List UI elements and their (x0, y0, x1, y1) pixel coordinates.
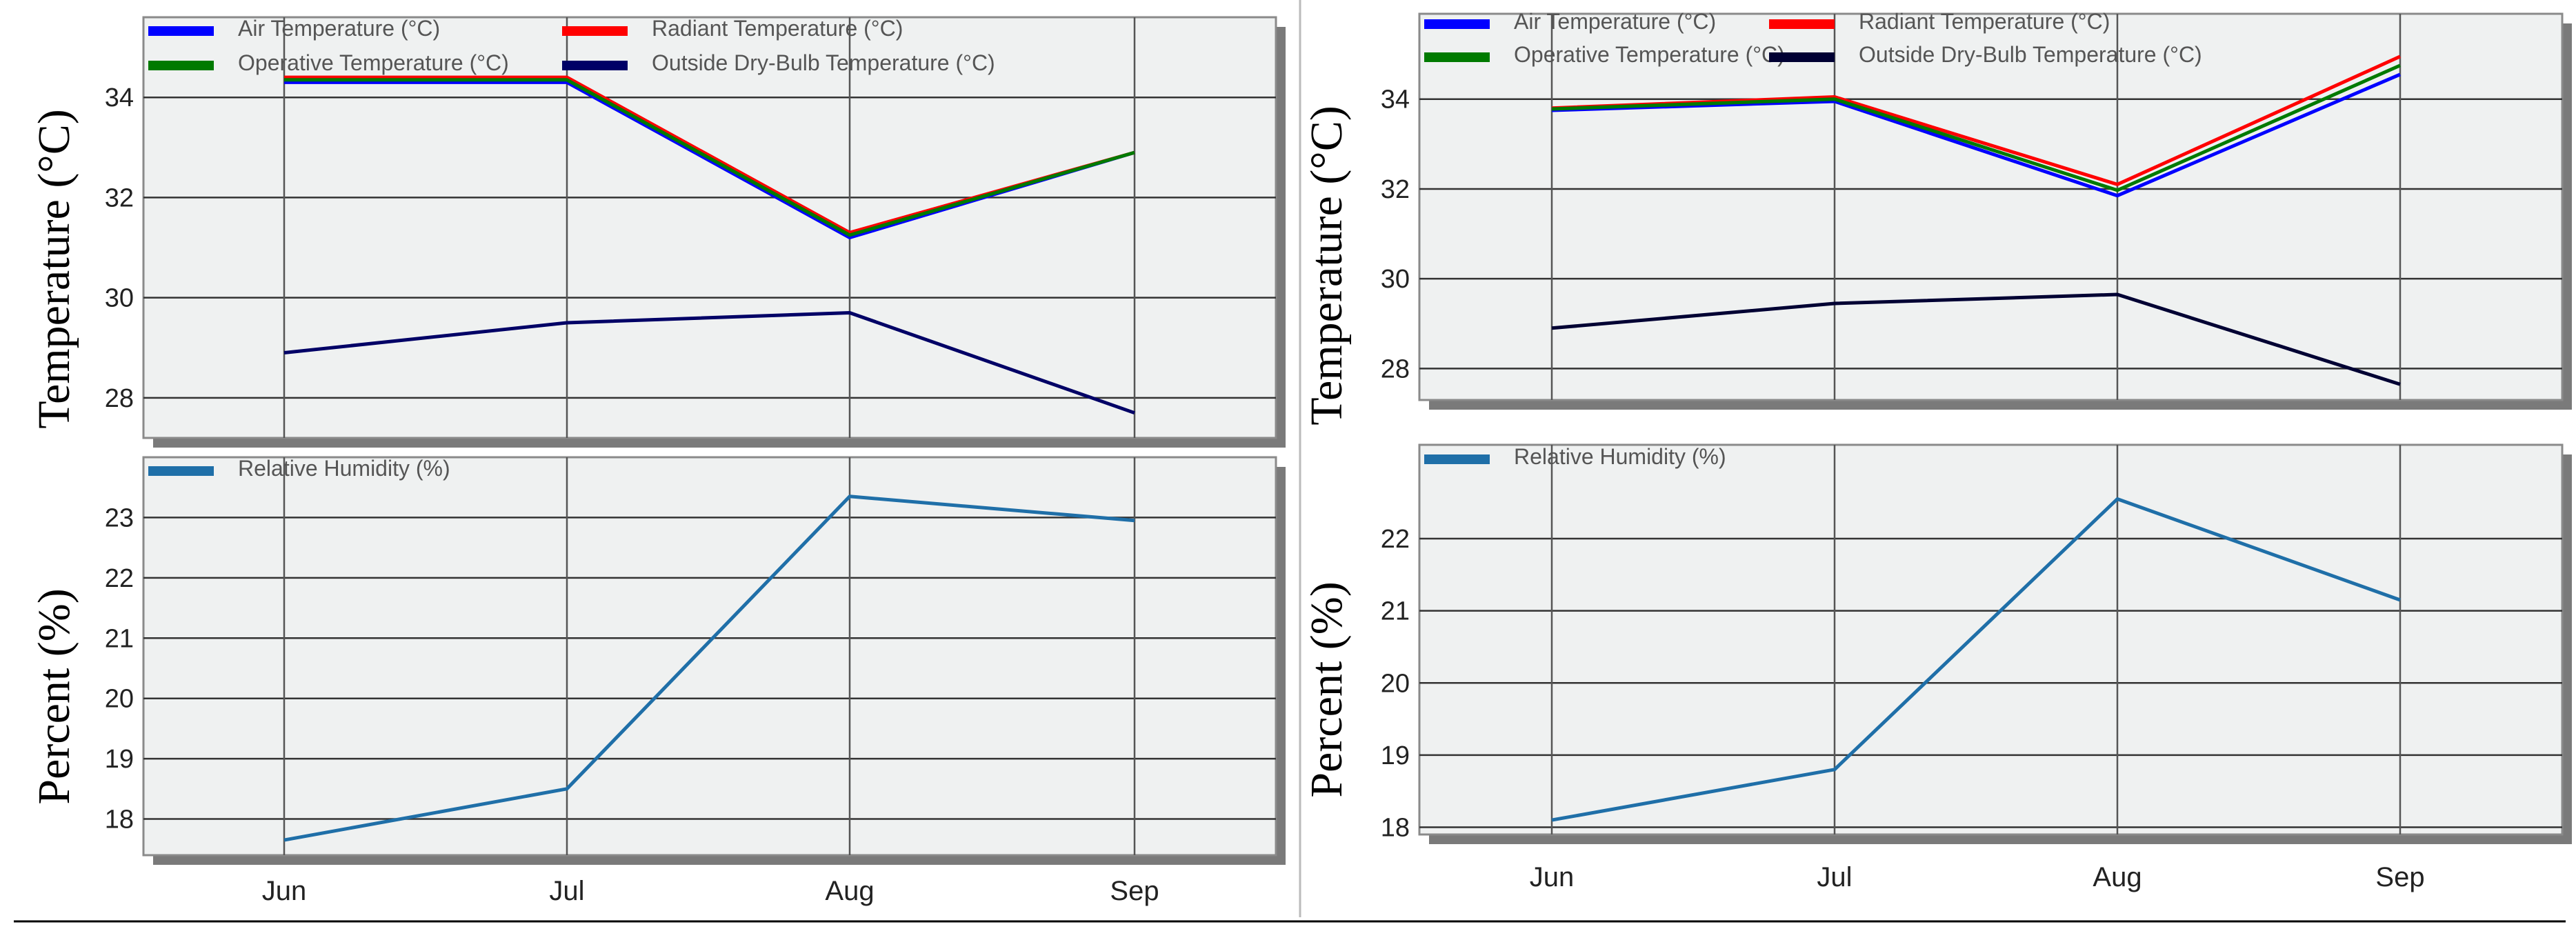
series-line-0 (1551, 72, 2401, 198)
left-temperature-panel: 28 30 32 34 Air Temperature (°C) Radiant Temp… (105, 16, 1286, 448)
y-tick-label: 32 (105, 183, 134, 212)
legend-swatch (148, 26, 214, 36)
plot-area (1418, 12, 2564, 401)
right-x-axis-labels: Jun Jul Aug Sep (1530, 862, 2425, 892)
y-tick-label: 34 (1381, 86, 1410, 114)
legend-swatch (148, 466, 214, 476)
legend-label: Relative Humidity (%) (238, 456, 450, 481)
y-tick-label: 22 (1381, 525, 1410, 554)
legend-swatch (1769, 52, 1835, 62)
y-tick-label: 34 (105, 83, 134, 112)
legend-label: Outside Dry-Bulb Temperature (°C) (1859, 42, 2202, 67)
y-tick-label: 22 (105, 564, 134, 593)
legend-swatch (562, 61, 628, 70)
y-tick-label: 28 (1381, 354, 1410, 383)
series-line-3 (283, 311, 1135, 415)
x-tick-label: Aug (825, 876, 874, 906)
legend-label: Radiant Temperature (°C) (652, 16, 903, 41)
series-line-3 (1551, 292, 2401, 386)
y-tick-label: 32 (1381, 175, 1410, 204)
legend-label: Operative Temperature (°C) (238, 50, 509, 75)
legend-label: Outside Dry-Bulb Temperature (°C) (652, 50, 995, 75)
y-tick-label: 30 (105, 284, 134, 313)
legend-label: Radiant Temperature (°C) (1859, 9, 2110, 34)
legend-label: Operative Temperature (°C) (1514, 42, 1785, 67)
x-tick-label: Jul (1817, 862, 1852, 892)
y-tick-label: 23 (105, 503, 134, 532)
right-temperature-panel: 28 30 32 34 Air Temperature (°C) Radiant Temp… (1381, 9, 2572, 410)
plot-area (1418, 443, 2564, 836)
legend-swatch (148, 61, 214, 70)
y-tick-label: 18 (1381, 814, 1410, 843)
right-humidity-panel: 18 19 20 21 22 Relative Humidity (%) (1381, 443, 2572, 844)
left-humidity-panel: 18 19 20 21 22 23 Relative Humidity (%) (105, 456, 1286, 865)
right-temperature-ylabel: Temperature (°C) (1301, 106, 1352, 425)
legend-swatch (1424, 19, 1490, 29)
x-tick-label: Aug (2093, 862, 2141, 892)
y-tick-label: 19 (105, 745, 134, 774)
legend-swatch (1769, 19, 1835, 29)
plot-area (142, 456, 1277, 857)
left-humidity-ylabel: Percent (%) (29, 588, 79, 804)
legend-swatch (1424, 52, 1490, 62)
x-tick-label: Jun (262, 876, 307, 906)
x-tick-label: Jul (549, 876, 584, 906)
legend-label: Air Temperature (°C) (238, 16, 440, 41)
y-tick-label: 21 (105, 624, 134, 653)
series-line-2 (1551, 63, 2402, 192)
x-tick-label: Sep (2375, 862, 2424, 892)
plot-area (142, 16, 1277, 439)
y-tick-label: 20 (1381, 669, 1410, 698)
left-x-axis-labels: Jun Jul Aug Sep (262, 876, 1159, 906)
y-tick-label: 28 (105, 384, 134, 413)
y-tick-label: 30 (1381, 265, 1410, 294)
x-tick-label: Jun (1530, 862, 1575, 892)
y-tick-label: 18 (105, 806, 134, 834)
legend-label: Air Temperature (°C) (1514, 9, 1716, 34)
series-line-0 (283, 494, 1135, 842)
series-line-0 (1551, 497, 2401, 822)
y-tick-label: 21 (1381, 597, 1410, 626)
y-tick-label: 19 (1381, 741, 1410, 770)
x-tick-label: Sep (1110, 876, 1159, 906)
legend-label: Relative Humidity (%) (1514, 444, 1726, 469)
series-line-2 (284, 78, 1135, 237)
y-tick-label: 20 (105, 685, 134, 714)
right-humidity-ylabel: Percent (%) (1301, 581, 1352, 797)
legend-swatch (1424, 454, 1490, 464)
legend-swatch (562, 26, 628, 36)
left-temperature-ylabel: Temperature (°C) (29, 109, 79, 428)
